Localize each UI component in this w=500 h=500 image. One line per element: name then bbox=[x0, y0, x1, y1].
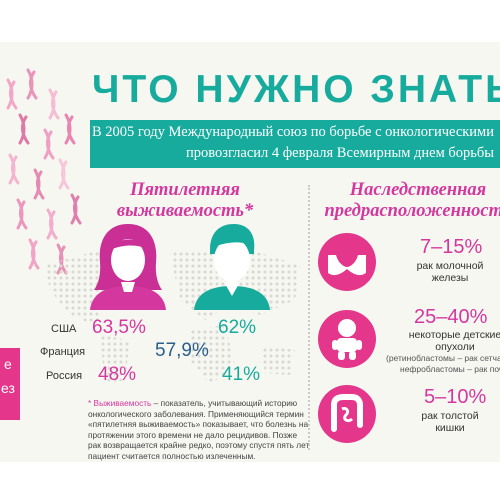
combined-value: 57,9% bbox=[155, 340, 209, 361]
heredity-note-line-1: (ретинобластомы – рак сетчатки, bbox=[386, 353, 500, 363]
survival-heading: Пятилетняя выживаемость* bbox=[100, 180, 270, 222]
survival-footnote: * Выживаемость – показатель, учитывающий… bbox=[88, 398, 310, 461]
heredity-note-line-2: нефробластомы – рак почки) bbox=[400, 364, 500, 374]
heredity-heading-line-1: Наследственная bbox=[349, 180, 487, 200]
banner-line-1: В 2005 году Международный союз по борьбе… bbox=[91, 124, 494, 140]
country-label: Франция bbox=[40, 346, 86, 358]
description-line-1: рак молочной bbox=[416, 260, 484, 272]
intestine-icon bbox=[331, 394, 363, 432]
side-tab-line-1: е bbox=[4, 356, 12, 372]
male-value: 62% bbox=[218, 317, 257, 338]
description-line-1: рак толстой bbox=[421, 410, 479, 422]
survival-heading-line-2: выживаемость* bbox=[116, 201, 254, 221]
heredity-value: 25–40% bbox=[414, 306, 488, 328]
heredity-value: 7–15% bbox=[420, 236, 483, 258]
footnote-key: * Выживаемость bbox=[88, 398, 152, 408]
woman-icon bbox=[90, 224, 166, 310]
heredity-heading: Наследственная предрасположенность bbox=[318, 180, 500, 222]
side-tab-line-2: ез bbox=[1, 380, 15, 396]
man-icon bbox=[194, 224, 270, 310]
country-label: США bbox=[51, 323, 77, 335]
page-title: ЧТО НУЖНО ЗНАТЬ bbox=[92, 68, 500, 111]
side-tab: е ез bbox=[0, 348, 20, 420]
intestine-icon-circle bbox=[318, 385, 376, 443]
footnote-text: – показатель, учитывающий историю онколо… bbox=[88, 398, 310, 461]
female-value: 63,5% bbox=[92, 317, 146, 338]
description-line-2: опухоли bbox=[435, 341, 475, 353]
section-divider bbox=[308, 185, 310, 450]
bra-icon-circle bbox=[318, 233, 376, 291]
female-value: 48% bbox=[98, 364, 137, 385]
heredity-value: 5–10% bbox=[424, 386, 487, 408]
baby-icon-circle bbox=[318, 310, 376, 368]
ribbon-cluster bbox=[6, 68, 82, 275]
heredity-description: рак толстой кишки bbox=[400, 410, 500, 434]
baby-icon bbox=[332, 319, 362, 360]
heredity-description: некоторые детские опухоли bbox=[400, 329, 500, 353]
description-line-2: кишки bbox=[435, 422, 465, 434]
description-line-1: некоторые детские bbox=[408, 329, 500, 341]
description-line-2: железы bbox=[431, 272, 469, 284]
banner-line-2: провозгласил 4 февраля Всемирным днем бо… bbox=[185, 145, 494, 161]
info-banner: В 2005 году Международный союз по борьбе… bbox=[90, 120, 500, 168]
heredity-description: рак молочной железы bbox=[400, 260, 500, 284]
bra-icon bbox=[328, 255, 366, 276]
heredity-heading-line-2: предрасположенность bbox=[324, 201, 500, 221]
country-label: Россия bbox=[46, 370, 83, 382]
male-value: 41% bbox=[222, 364, 261, 385]
survival-heading-line-1: Пятилетняя bbox=[130, 180, 240, 200]
